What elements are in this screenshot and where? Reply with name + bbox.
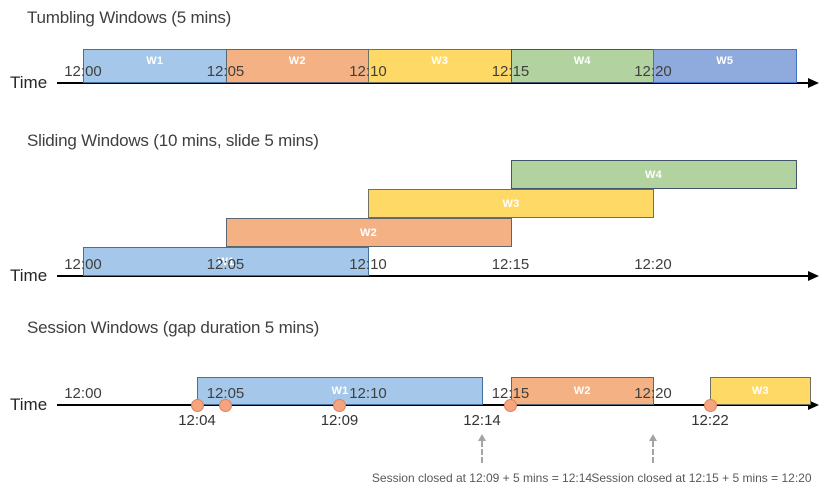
window-label: W3 — [751, 385, 769, 397]
time-axis-label: Time — [10, 73, 48, 92]
time-axis — [57, 82, 810, 84]
tick-label-12-15: 12:15 — [491, 385, 530, 402]
event-dot — [190, 398, 204, 412]
session-close-arrow-icon — [478, 434, 486, 441]
window-label: W1 — [331, 385, 349, 397]
tick-label-12-05: 12:05 — [206, 385, 245, 402]
window-box-w3: W3 — [710, 377, 811, 405]
window-label: W4 — [573, 55, 591, 67]
window-label: W4 — [644, 168, 663, 181]
tick-label-12-10: 12:10 — [349, 385, 387, 402]
window-label: W2 — [359, 226, 378, 239]
time-axis — [57, 275, 810, 277]
event-dot — [504, 398, 517, 412]
event-dot — [703, 398, 717, 412]
axis-arrow-icon — [808, 400, 819, 410]
window-box-w2: W2 — [225, 218, 512, 247]
axis-arrow-icon — [808, 78, 819, 88]
window-label: W2 — [573, 385, 591, 397]
section-title: Session Windows (gap duration 5 mins) — [27, 318, 320, 337]
section-title: Sliding Windows (10 mins, slide 5 mins) — [27, 131, 319, 150]
window-label: W1 — [146, 55, 164, 67]
tick-label-12-00: 12:00 — [64, 256, 102, 273]
tick-label-12-20: 12:20 — [634, 256, 672, 273]
tick-label-12-00: 12:00 — [64, 385, 102, 402]
event-time-label: 12:04 — [178, 412, 216, 429]
session-close-arrow-line — [652, 441, 654, 463]
window-box-w2: W2 — [510, 377, 654, 405]
tick-label-12-10: 12:10 — [349, 63, 387, 80]
axis-arrow-icon — [808, 271, 819, 281]
tick-label-12-20: 12:20 — [634, 63, 672, 80]
tick-label-12-20: 12:20 — [634, 385, 672, 402]
window-box-w4: W4 — [510, 160, 797, 189]
window-box-w4: W4 — [510, 49, 654, 83]
event-dot — [219, 398, 232, 412]
session-close-arrow-line — [481, 441, 483, 463]
session-close-annotation: Session closed at 12:15 + 5 mins = 12:20 — [591, 471, 812, 485]
window-box-w1: W1 — [83, 49, 227, 83]
time-axis-label: Time — [10, 266, 48, 285]
window-box-w5: W5 — [653, 49, 797, 83]
tick-label-12-05: 12:05 — [206, 256, 245, 273]
window-label: W3 — [431, 55, 449, 67]
tick-label-12-00: 12:00 — [64, 63, 102, 80]
event-time-label: 12:22 — [691, 412, 729, 429]
event-dot — [333, 398, 346, 412]
time-axis-label: Time — [10, 395, 48, 414]
session-close-arrow-icon — [649, 434, 657, 441]
window-label: W5 — [716, 55, 734, 67]
window-box-w3: W3 — [368, 49, 512, 83]
tick-label-12-15: 12:15 — [491, 256, 530, 273]
window-label: W3 — [502, 197, 520, 210]
window-label: W2 — [288, 55, 306, 67]
time-axis — [57, 404, 810, 406]
window-box-w3: W3 — [368, 189, 654, 218]
event-time-label: 12:14 — [463, 412, 501, 429]
tick-label-12-05: 12:05 — [206, 63, 245, 80]
section-title: Tumbling Windows (5 mins) — [27, 8, 232, 27]
tick-label-12-15: 12:15 — [491, 63, 530, 80]
session-close-annotation: Session closed at 12:09 + 5 mins = 12:14 — [371, 471, 593, 485]
tick-label-12-10: 12:10 — [349, 256, 387, 273]
window-label: W1 — [217, 255, 235, 268]
event-time-label: 12:09 — [320, 412, 359, 429]
window-box-w1: W1 — [83, 247, 369, 276]
